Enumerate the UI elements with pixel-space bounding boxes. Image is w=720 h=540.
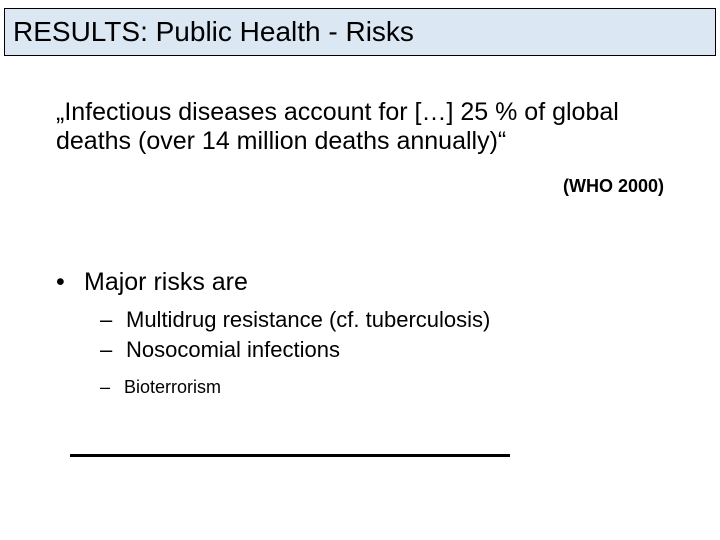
bullet-marker: – <box>100 377 124 398</box>
slide-title: RESULTS: Public Health - Risks <box>13 16 414 48</box>
quote-text: „Infectious diseases account for […] 25 … <box>56 98 666 156</box>
bullet-text: Bioterrorism <box>124 377 221 398</box>
bullet-level1: • Major risks are <box>56 268 676 297</box>
bullet-marker: – <box>100 337 126 363</box>
bullet-level2: – Multidrug resistance (cf. tuberculosis… <box>100 307 676 333</box>
bullet-text: Nosocomial infections <box>126 337 340 363</box>
bullet-marker: – <box>100 307 126 333</box>
quote-citation: (WHO 2000) <box>563 176 664 197</box>
bullet-level3: – Bioterrorism <box>100 377 676 398</box>
bullet-text: Multidrug resistance (cf. tuberculosis) <box>126 307 490 333</box>
title-bar: RESULTS: Public Health - Risks <box>4 8 716 56</box>
bullet-level2: – Nosocomial infections <box>100 337 676 363</box>
bullet-list: • Major risks are – Multidrug resistance… <box>56 268 676 398</box>
slide: RESULTS: Public Health - Risks „Infectio… <box>0 0 720 540</box>
bullet-text: Major risks are <box>84 268 248 297</box>
horizontal-divider <box>70 454 510 457</box>
bullet-marker: • <box>56 268 84 297</box>
